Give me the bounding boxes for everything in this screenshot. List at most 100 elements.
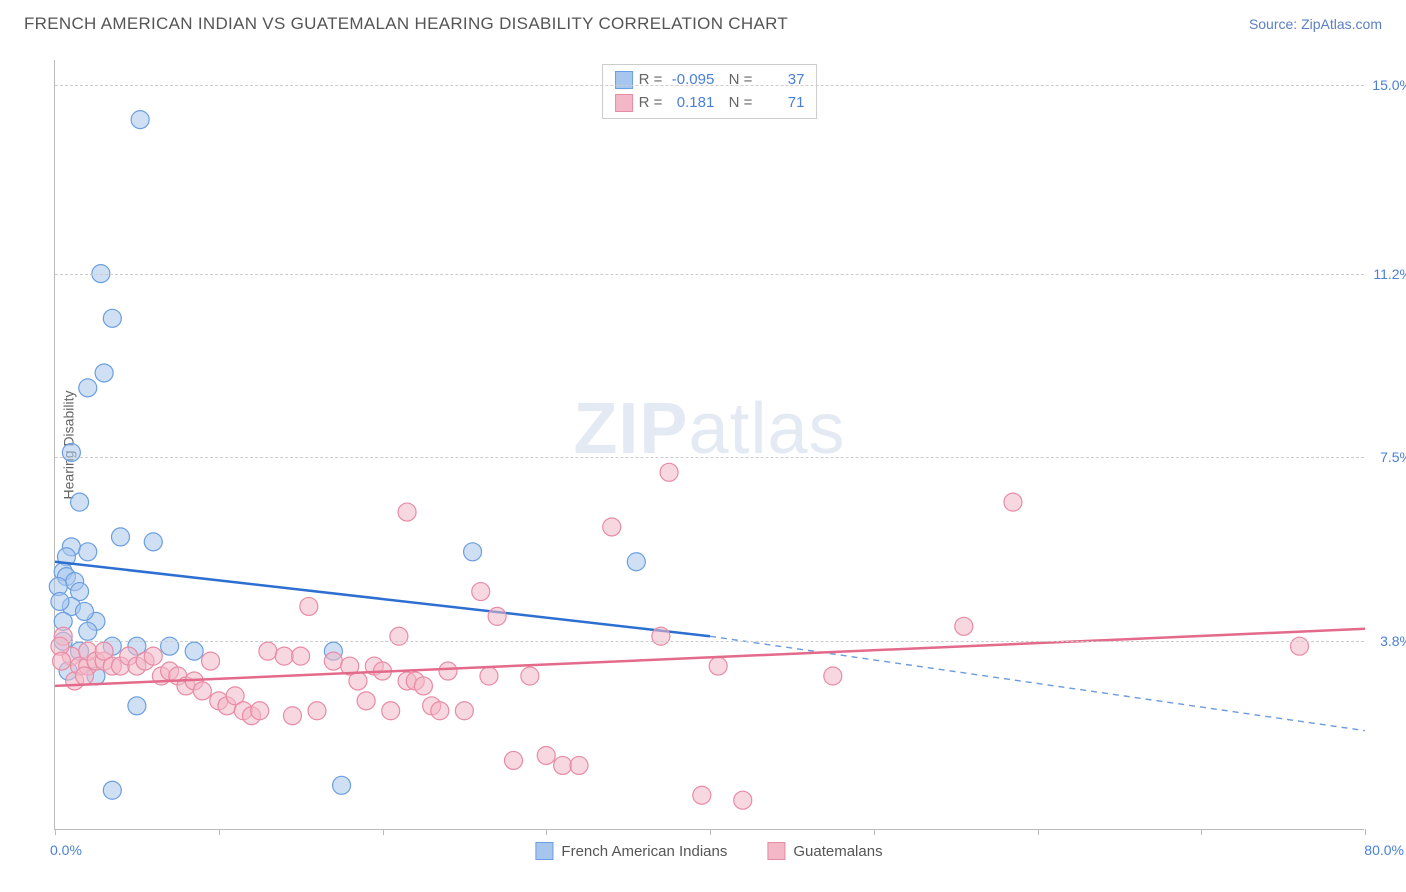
data-point xyxy=(455,702,473,720)
x-tick xyxy=(546,829,547,835)
data-point xyxy=(603,518,621,536)
scatter-svg xyxy=(55,60,1365,830)
data-point xyxy=(505,751,523,769)
source-link[interactable]: Source: ZipAtlas.com xyxy=(1249,16,1382,32)
data-point xyxy=(333,776,351,794)
data-point xyxy=(79,543,97,561)
x-tick xyxy=(710,829,711,835)
x-tick xyxy=(1365,829,1366,835)
r-label-1: R = xyxy=(639,92,663,115)
data-point xyxy=(480,667,498,685)
data-point xyxy=(193,682,211,700)
data-point xyxy=(439,662,457,680)
regression-line-dashed xyxy=(710,636,1365,730)
legend-label-0: French American Indians xyxy=(561,843,727,860)
data-point xyxy=(62,443,80,461)
data-point xyxy=(472,583,490,601)
y-tick-label: 15.0% xyxy=(1372,77,1406,93)
gridline xyxy=(55,641,1364,642)
data-point xyxy=(398,503,416,521)
chart-title: FRENCH AMERICAN INDIAN VS GUATEMALAN HEA… xyxy=(24,14,788,34)
data-point xyxy=(275,647,293,665)
data-point xyxy=(824,667,842,685)
data-point xyxy=(103,309,121,327)
n-value-1: 71 xyxy=(758,92,804,115)
chart-area: Hearing Disability ZIPatlas R = -0.095 N… xyxy=(54,60,1364,830)
data-point xyxy=(103,781,121,799)
x-tick xyxy=(1201,829,1202,835)
data-point xyxy=(308,702,326,720)
data-point xyxy=(1004,493,1022,511)
data-point xyxy=(521,667,539,685)
n-label-0: N = xyxy=(720,69,752,92)
data-point xyxy=(464,543,482,561)
gridline xyxy=(55,274,1364,275)
data-point xyxy=(349,672,367,690)
data-point xyxy=(660,463,678,481)
data-point xyxy=(431,702,449,720)
x-tick xyxy=(383,829,384,835)
data-point xyxy=(53,652,71,670)
data-point xyxy=(79,379,97,397)
data-point xyxy=(324,652,342,670)
gridline xyxy=(55,457,1364,458)
data-point xyxy=(75,602,93,620)
n-label-1: N = xyxy=(720,92,752,115)
data-point xyxy=(1291,637,1309,655)
x-tick xyxy=(874,829,875,835)
data-point xyxy=(131,111,149,129)
data-point xyxy=(161,637,179,655)
legend-swatch-1 xyxy=(767,842,785,860)
data-point xyxy=(283,707,301,725)
data-point xyxy=(202,652,220,670)
regression-line xyxy=(55,629,1365,686)
data-point xyxy=(112,528,130,546)
r-value-1: 0.181 xyxy=(668,92,714,115)
data-point xyxy=(627,553,645,571)
x-tick xyxy=(219,829,220,835)
data-point xyxy=(292,647,310,665)
data-point xyxy=(185,642,203,660)
gridline xyxy=(55,85,1364,86)
legend-label-1: Guatemalans xyxy=(793,843,882,860)
legend-item-0: French American Indians xyxy=(535,842,727,860)
x-axis-max-label: 80.0% xyxy=(1364,842,1404,858)
data-point xyxy=(382,702,400,720)
data-point xyxy=(259,642,277,660)
data-point xyxy=(144,533,162,551)
data-point xyxy=(144,647,162,665)
data-point xyxy=(537,746,555,764)
data-point xyxy=(390,627,408,645)
regression-line xyxy=(55,562,710,637)
data-point xyxy=(79,622,97,640)
data-point xyxy=(414,677,432,695)
x-axis-min-label: 0.0% xyxy=(50,842,82,858)
data-point xyxy=(95,364,113,382)
swatch-series-0 xyxy=(615,71,633,89)
x-tick xyxy=(55,829,56,835)
data-point xyxy=(693,786,711,804)
stats-row-0: R = -0.095 N = 37 xyxy=(615,69,805,92)
data-point xyxy=(357,692,375,710)
legend-swatch-0 xyxy=(535,842,553,860)
data-point xyxy=(51,592,69,610)
data-point xyxy=(734,791,752,809)
data-point xyxy=(71,493,89,511)
data-point xyxy=(709,657,727,675)
legend-item-1: Guatemalans xyxy=(767,842,882,860)
data-point xyxy=(75,667,93,685)
data-point xyxy=(488,607,506,625)
data-point xyxy=(955,617,973,635)
data-point xyxy=(652,627,670,645)
bottom-legend: French American Indians Guatemalans xyxy=(535,842,882,860)
y-tick-label: 7.5% xyxy=(1380,449,1406,465)
data-point xyxy=(570,756,588,774)
y-tick-label: 11.2% xyxy=(1373,266,1406,282)
r-label-0: R = xyxy=(639,69,663,92)
y-tick-label: 3.8% xyxy=(1380,633,1406,649)
x-tick xyxy=(1038,829,1039,835)
data-point xyxy=(554,756,572,774)
plot-region: ZIPatlas R = -0.095 N = 37 R = 0.181 N =… xyxy=(54,60,1364,830)
data-point xyxy=(300,597,318,615)
r-value-0: -0.095 xyxy=(668,69,714,92)
